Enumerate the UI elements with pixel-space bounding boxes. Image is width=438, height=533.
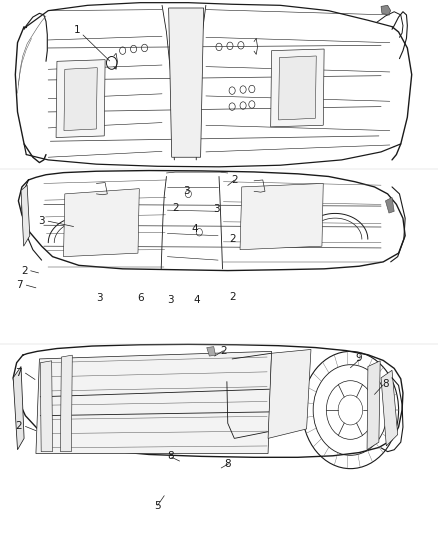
Circle shape [121,422,124,425]
Text: 2: 2 [229,234,236,244]
Text: 1: 1 [73,25,80,35]
Text: 3: 3 [213,204,220,214]
Polygon shape [240,183,323,249]
Polygon shape [279,56,316,120]
Circle shape [121,391,124,394]
Text: 2: 2 [15,422,22,431]
Polygon shape [64,68,97,131]
Polygon shape [385,197,394,213]
Polygon shape [36,351,272,454]
Circle shape [191,414,194,417]
Text: 9: 9 [356,353,363,363]
Polygon shape [13,367,24,450]
Text: 4: 4 [191,224,198,234]
Text: 4: 4 [194,295,201,304]
Circle shape [226,380,229,383]
Circle shape [156,418,159,421]
Text: 3: 3 [183,186,190,196]
Polygon shape [381,5,391,15]
Polygon shape [367,361,380,450]
Polygon shape [268,350,311,438]
Polygon shape [56,60,105,138]
Text: 2: 2 [220,346,227,356]
Text: 2: 2 [172,203,179,213]
Polygon shape [40,361,53,451]
Text: 3: 3 [167,295,174,304]
Text: 3: 3 [38,216,45,226]
Circle shape [191,384,194,387]
Text: 2: 2 [231,175,238,185]
Polygon shape [64,189,139,257]
Text: 2: 2 [229,293,236,302]
Polygon shape [169,8,204,157]
Text: 6: 6 [137,294,144,303]
Polygon shape [207,346,215,356]
Polygon shape [21,185,30,246]
Circle shape [78,414,80,417]
Polygon shape [381,370,398,446]
Text: 5: 5 [154,502,161,511]
Polygon shape [60,355,72,451]
Polygon shape [271,49,324,127]
Text: 2: 2 [21,266,28,276]
Text: 8: 8 [224,459,231,469]
Text: 7: 7 [16,280,23,290]
Text: 3: 3 [96,294,103,303]
Text: 8: 8 [382,379,389,389]
Text: 7: 7 [15,368,22,378]
Circle shape [156,387,159,391]
Text: 8: 8 [167,451,174,461]
